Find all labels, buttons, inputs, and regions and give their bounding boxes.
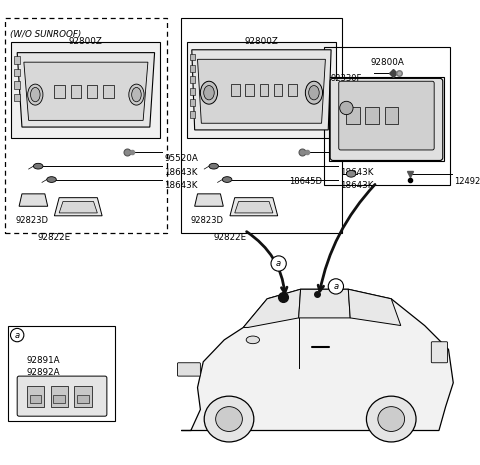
Ellipse shape xyxy=(34,163,43,169)
Bar xyxy=(245,84,254,96)
Text: 18643K: 18643K xyxy=(164,168,198,177)
Ellipse shape xyxy=(31,87,40,102)
Ellipse shape xyxy=(305,81,323,104)
Polygon shape xyxy=(198,60,325,123)
Polygon shape xyxy=(181,289,453,431)
Polygon shape xyxy=(17,53,155,127)
Bar xyxy=(5,18,167,233)
Text: 92891A: 92891A xyxy=(27,356,60,365)
Ellipse shape xyxy=(246,336,260,344)
Bar xyxy=(190,53,195,60)
Ellipse shape xyxy=(200,81,217,104)
Polygon shape xyxy=(235,201,273,213)
Bar xyxy=(14,81,20,89)
Bar xyxy=(365,107,379,124)
Bar xyxy=(324,47,450,185)
Bar xyxy=(103,85,114,99)
Bar xyxy=(74,385,92,407)
FancyBboxPatch shape xyxy=(178,363,200,376)
Bar xyxy=(288,84,297,96)
Bar xyxy=(190,111,195,118)
Bar xyxy=(190,100,195,106)
Ellipse shape xyxy=(222,177,232,182)
Bar xyxy=(87,85,97,99)
Bar xyxy=(181,18,342,233)
Ellipse shape xyxy=(209,163,218,169)
Circle shape xyxy=(328,279,344,294)
Text: 92330F: 92330F xyxy=(330,73,361,83)
Text: a: a xyxy=(14,331,20,339)
Polygon shape xyxy=(230,198,278,216)
Text: 12492: 12492 xyxy=(454,177,480,186)
Ellipse shape xyxy=(204,86,214,100)
Polygon shape xyxy=(299,289,350,318)
Bar xyxy=(274,84,282,96)
Ellipse shape xyxy=(309,86,319,100)
Ellipse shape xyxy=(132,87,141,102)
Text: a: a xyxy=(333,282,338,291)
Bar xyxy=(50,385,68,407)
Bar xyxy=(190,65,195,72)
Bar xyxy=(260,84,268,96)
Text: 92822E: 92822E xyxy=(214,233,247,242)
Ellipse shape xyxy=(366,396,416,442)
Bar xyxy=(14,56,20,64)
Bar xyxy=(8,326,115,421)
Bar xyxy=(190,88,195,94)
Ellipse shape xyxy=(340,101,353,115)
Text: 92822E: 92822E xyxy=(38,233,71,242)
FancyBboxPatch shape xyxy=(432,342,447,363)
Text: 18643K: 18643K xyxy=(340,181,373,191)
Polygon shape xyxy=(348,289,401,326)
Bar xyxy=(71,85,81,99)
Ellipse shape xyxy=(347,171,356,177)
Text: 92823D: 92823D xyxy=(191,216,224,225)
Ellipse shape xyxy=(204,396,254,442)
Text: 92823D: 92823D xyxy=(15,216,48,225)
Text: 92892A: 92892A xyxy=(27,367,60,377)
Bar xyxy=(14,93,20,101)
FancyBboxPatch shape xyxy=(330,79,443,160)
Bar xyxy=(30,395,41,403)
Text: 92800Z: 92800Z xyxy=(69,37,103,47)
Polygon shape xyxy=(24,62,148,120)
Bar xyxy=(77,395,89,403)
Ellipse shape xyxy=(47,177,56,182)
Circle shape xyxy=(271,256,286,271)
Circle shape xyxy=(11,328,24,342)
Polygon shape xyxy=(59,201,97,213)
FancyBboxPatch shape xyxy=(17,376,107,416)
Ellipse shape xyxy=(378,407,405,432)
Polygon shape xyxy=(54,198,102,216)
FancyBboxPatch shape xyxy=(339,81,434,150)
Polygon shape xyxy=(19,194,48,206)
Text: 18643K: 18643K xyxy=(164,181,198,191)
Ellipse shape xyxy=(216,407,242,432)
Bar xyxy=(190,76,195,83)
Ellipse shape xyxy=(129,84,144,105)
Bar xyxy=(347,107,360,124)
Text: a: a xyxy=(276,259,281,268)
Polygon shape xyxy=(192,50,331,130)
Text: 95520A: 95520A xyxy=(164,154,198,163)
Bar xyxy=(329,78,444,161)
Bar xyxy=(27,385,44,407)
Text: 92800A: 92800A xyxy=(371,58,404,67)
Bar xyxy=(54,85,65,99)
Text: (W/O SUNROOF): (W/O SUNROOF) xyxy=(10,30,81,39)
Text: 95520A: 95520A xyxy=(340,154,373,163)
Polygon shape xyxy=(195,194,223,206)
Bar xyxy=(53,395,65,403)
Ellipse shape xyxy=(28,84,43,105)
Bar xyxy=(14,69,20,76)
Bar xyxy=(12,42,160,138)
Text: 92800Z: 92800Z xyxy=(244,37,278,47)
Bar xyxy=(384,107,398,124)
Text: 18645D: 18645D xyxy=(289,177,323,186)
Text: 18643K: 18643K xyxy=(340,168,373,177)
Bar xyxy=(187,42,336,138)
Polygon shape xyxy=(243,289,300,327)
Bar xyxy=(231,84,240,96)
